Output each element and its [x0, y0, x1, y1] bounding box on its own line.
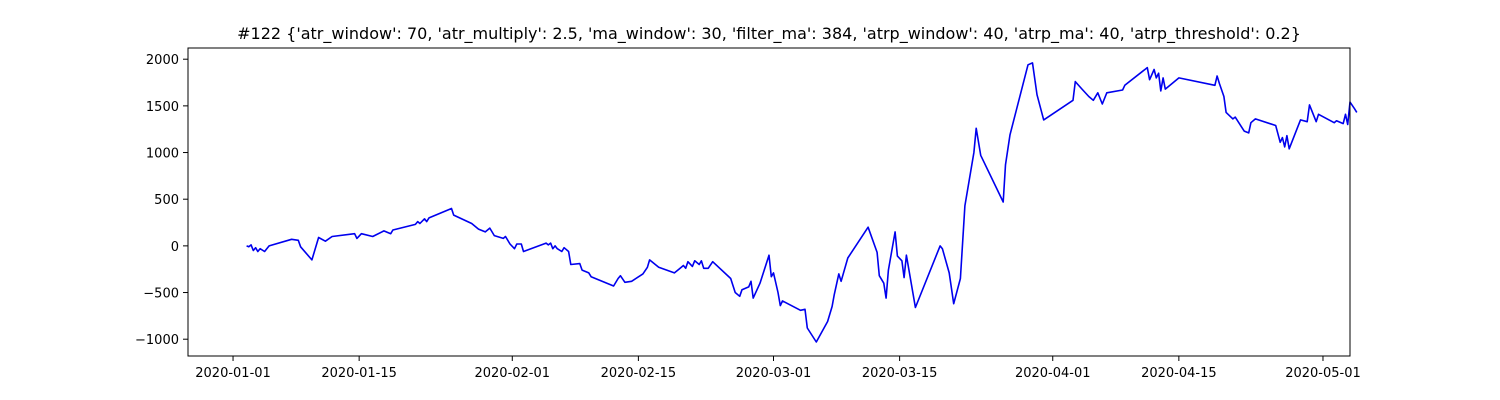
x-tick-label: 2020-02-15 — [601, 366, 677, 381]
x-tick-label: 2020-01-01 — [195, 366, 271, 381]
plot-frame — [187, 47, 1351, 357]
x-tick-label: 2020-01-15 — [321, 366, 397, 381]
y-axis: −1000 −500 0 500 1000 1500 2000 — [135, 53, 188, 348]
y-tick-label: −1000 — [135, 333, 179, 348]
y-tick-label: −500 — [143, 287, 179, 302]
x-axis: 2020-01-01 2020-01-15 2020-02-01 2020-02-15… — [195, 356, 1361, 381]
x-tick-label: 2020-05-01 — [1285, 366, 1361, 381]
y-tick-label: 500 — [154, 193, 179, 208]
x-tick-label: 2020-04-01 — [1015, 366, 1091, 381]
y-tick-label: 2000 — [146, 53, 179, 68]
x-tick-label: 2020-03-15 — [862, 366, 938, 381]
y-tick-label: 0 — [171, 240, 179, 255]
y-tick-label: 1000 — [146, 147, 179, 162]
x-tick-label: 2020-02-01 — [474, 366, 550, 381]
chart-title: #122 {'atr_window': 70, 'atr_multiply': … — [237, 24, 1301, 44]
series-layer — [246, 62, 1358, 343]
y-tick-label: 1500 — [146, 100, 179, 115]
x-tick-label: 2020-03-01 — [736, 366, 812, 381]
series-line — [246, 62, 1358, 343]
x-tick-label: 2020-04-15 — [1141, 366, 1217, 381]
